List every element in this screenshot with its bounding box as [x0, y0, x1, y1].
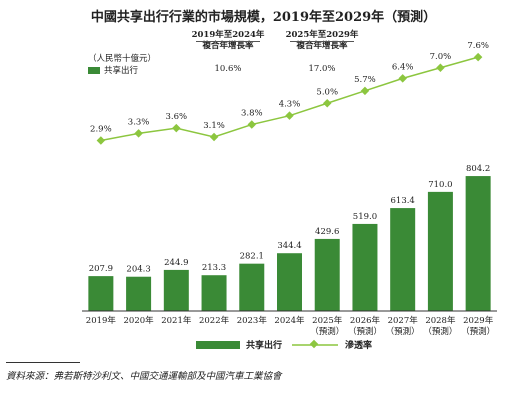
line-value-label: 5.7% [354, 75, 376, 85]
line-point [360, 86, 370, 96]
line-point [172, 123, 181, 133]
line-value-label: 6.4% [392, 62, 414, 72]
line-value-label: 5.0% [316, 87, 338, 97]
x-tick-label: 2023年 [237, 315, 268, 326]
source-note: 資料來源：弗若斯特沙利文、中國交通運輸部及中國汽車工業協會 [6, 371, 282, 382]
cagr-header-1-rule [196, 41, 260, 42]
x-tick-label: 2028年 [425, 315, 456, 326]
line-point [247, 120, 257, 129]
x-tick-label: （預測） [310, 326, 344, 337]
x-tick-label: 2024年 [274, 315, 305, 326]
cagr-header-1-line2: 複合年增長率 [202, 41, 254, 51]
x-tick-label: 2025年 [312, 315, 343, 326]
x-tick-label: 2029年 [463, 315, 494, 326]
bar [88, 276, 114, 311]
line-value-label: 7.0% [430, 52, 452, 62]
bar [465, 176, 491, 311]
line-value-label: 3.8% [241, 109, 263, 119]
line-value-label: 7.6% [467, 41, 489, 51]
x-tick-label: 2021年 [161, 315, 192, 326]
bar [126, 276, 152, 311]
bar-value-label: 204.3 [126, 265, 150, 275]
cagr-header-2-line2: 複合年增長率 [296, 41, 348, 51]
x-tick-label: （預測） [348, 326, 382, 337]
legend-bar-label: 共享出行 [246, 341, 283, 351]
line-point [285, 111, 294, 120]
legend-top-swatch [88, 67, 100, 74]
cagr-header-1-line1: 2019年至2024年 [191, 30, 265, 40]
line-point [96, 136, 106, 145]
cagr-header-1: 2019年至2024年 複合年增長率 [188, 30, 268, 52]
legend-line-label: 滲透率 [345, 341, 373, 351]
bar [390, 208, 416, 311]
source-divider [6, 362, 80, 363]
bar-value-label: 429.6 [315, 227, 339, 237]
cagr-header-2-rule [290, 41, 354, 42]
line-point [473, 52, 483, 62]
bar-value-label: 804.2 [466, 164, 490, 174]
line-point [322, 99, 332, 108]
bar-value-label: 244.9 [164, 258, 188, 268]
line-value-label: 3.3% [128, 117, 150, 127]
cagr-value-1: 10.6% [214, 64, 242, 74]
bar-value-label: 213.3 [202, 263, 226, 273]
cagr-header-2-line1: 2025年至2029年 [285, 30, 359, 40]
x-tick-label: 2022年 [199, 315, 230, 326]
x-tick-label: （預測） [461, 326, 495, 337]
line-value-label: 2.9% [90, 125, 112, 135]
x-tick-label: （預測） [386, 326, 420, 337]
line-point [209, 132, 219, 142]
x-tick-label: 2026年 [350, 315, 381, 326]
bar-value-label: 282.1 [240, 252, 264, 262]
line-point [436, 63, 445, 72]
bar-value-label: 613.4 [391, 196, 415, 206]
legend-top-label: 共享出行 [104, 66, 139, 76]
line-value-label: 4.3% [279, 100, 301, 110]
bar-value-label: 344.4 [277, 241, 301, 251]
bar-value-label: 207.9 [89, 264, 113, 274]
bar [201, 275, 227, 311]
line-value-label: 3.1% [203, 121, 225, 131]
legend-bar-swatch [196, 341, 240, 349]
bar [239, 263, 265, 311]
x-tick-label: 2019年 [86, 315, 117, 326]
line-point [398, 74, 407, 83]
legend-line-swatch [292, 339, 338, 349]
bar-value-label: 710.0 [428, 180, 452, 190]
bar [314, 238, 340, 311]
bar [427, 191, 453, 311]
bar [163, 269, 189, 311]
x-tick-label: 2020年 [124, 315, 155, 326]
cagr-header-2: 2025年至2029年 複合年增長率 [282, 30, 362, 52]
chart-title: 中國共享出行行業的市場規模，2019年至2029年（預測） [90, 10, 437, 25]
cagr-value-2: 17.0% [308, 64, 336, 74]
bar [277, 253, 302, 311]
unit-label: （人民幣十億元） [88, 54, 157, 64]
x-tick-label: （預測） [423, 326, 457, 337]
line-value-label: 3.6% [166, 112, 188, 122]
bar-value-label: 519.0 [353, 212, 377, 222]
bar [352, 223, 378, 311]
x-tick-label: 2027年 [388, 315, 419, 326]
line-point [134, 129, 143, 138]
legend: 共享出行 滲透率 [0, 338, 527, 352]
chart-plot: 207.9 2019年 204.3 2020年 244.9 2021年 213.3 2022年… [82, 41, 497, 337]
